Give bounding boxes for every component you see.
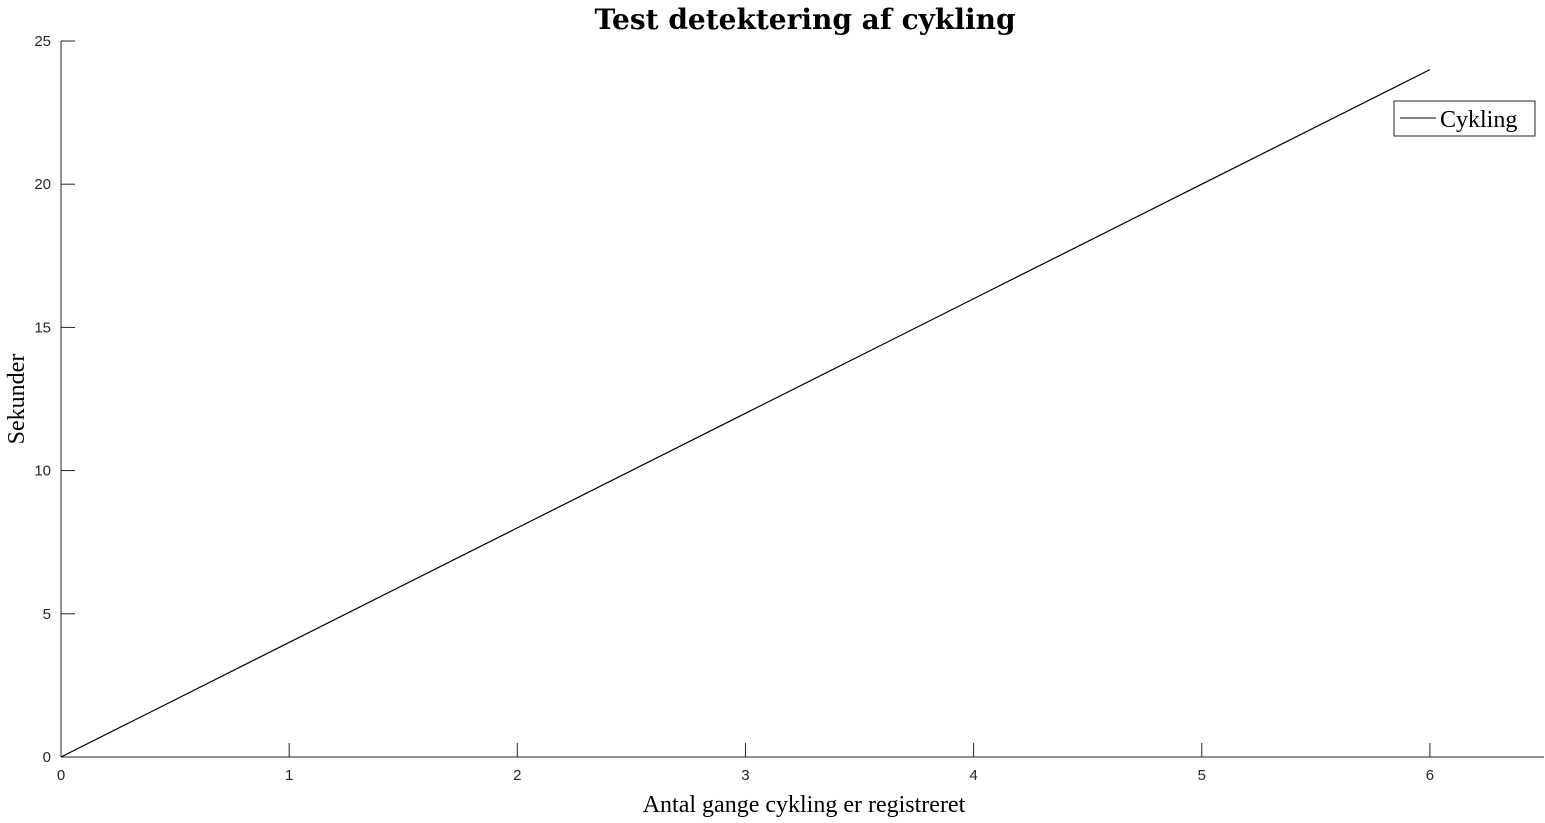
y-tick-label: 20 [34,176,51,193]
x-tick-label: 5 [1198,767,1206,784]
x-tick-label: 1 [285,767,293,784]
series-line-cykling [60,69,1431,758]
x-tick-label: 4 [969,767,977,784]
x-axis-label: Antal gange cykling er registreret [643,792,966,818]
y-tick-label: 5 [43,606,51,623]
legend: Cykling [1393,100,1536,137]
y-tick-label: 10 [34,463,51,480]
x-ticks: 0 1 2 3 4 5 6 [57,743,1434,784]
y-axis-label: Sekunder [4,354,30,445]
x-tick-label: 3 [741,767,749,784]
chart-title: Test detektering af cykling [594,3,1015,36]
series-group [60,69,1431,758]
y-tick-label: 25 [34,33,51,50]
x-tick-label: 6 [1426,767,1434,784]
axes [60,41,1544,758]
y-ticks: 0 5 10 15 20 25 [34,33,75,766]
x-tick-label: 2 [513,767,521,784]
legend-label-cykling: Cykling [1440,107,1517,133]
y-tick-label: 15 [34,319,51,336]
x-tick-label: 0 [57,767,65,784]
y-tick-label: 0 [43,749,51,766]
